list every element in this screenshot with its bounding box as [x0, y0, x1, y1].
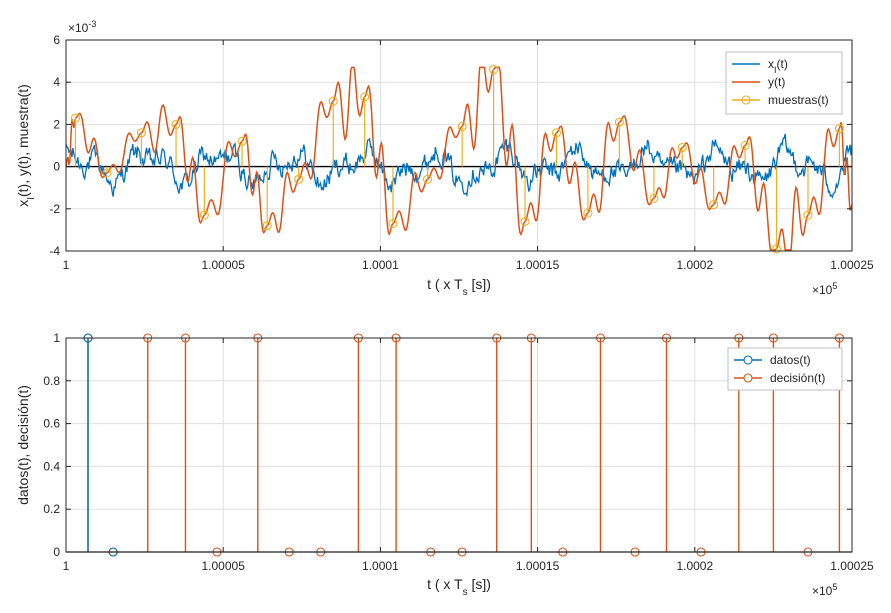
series-xI-line: [65, 133, 853, 199]
y-tick-label: 0: [53, 160, 60, 174]
x-tick-label: 1.00005: [202, 258, 246, 272]
x-tick-label: 1.00025: [830, 258, 874, 272]
xlabel-main: t ( x T: [427, 276, 463, 292]
plot-bottom-xlabel: t ( x Ts [s]): [427, 576, 491, 598]
x-tick-label: 1.0001: [362, 559, 399, 573]
legend-marker: [743, 355, 753, 365]
xlabel-main: t ( x T: [427, 576, 463, 592]
y-tick-label: 6: [53, 33, 60, 47]
plot-top-frame: [65, 39, 853, 252]
legend-entry-main: muestras(t): [768, 93, 829, 107]
muestra-marker: [294, 174, 304, 184]
muestra-marker: [583, 208, 593, 218]
legend-entry-main: y(t): [768, 75, 785, 89]
plot-bottom: 1 1.00005 1.0001 1.00015 1.0002 1.00025 0 0.2 0.…: [15, 331, 874, 598]
y-tick-label: 0.2: [43, 502, 60, 516]
x-tick-label: 1.00005: [202, 559, 246, 573]
legend-entry: y(t): [768, 75, 785, 89]
muestra-marker: [614, 117, 624, 127]
plot-bottom-ylabel: datos(t), decisión(t): [15, 385, 31, 505]
muestra-marker: [262, 221, 272, 231]
y-tick-label: 0.4: [43, 459, 60, 473]
plot-top-ticks: 1 1.00005 1.0001 1.00015 1.0002 1.00025 -4 -2 0 2…: [49, 33, 874, 272]
x-tick-label: 1.00025: [830, 559, 874, 573]
plot-top-series: [65, 64, 853, 254]
legend-entry: datos(t): [770, 353, 811, 367]
y-tick-label: 4: [53, 75, 60, 89]
muestra-marker: [388, 219, 398, 229]
x-tick-label: 1.00015: [516, 559, 560, 573]
x-tick-label: 1.0002: [676, 559, 713, 573]
plot-top-xlabel: t ( x Ts [s]): [427, 276, 491, 298]
muestra-marker: [489, 64, 499, 75]
muestra-marker: [649, 193, 659, 203]
xlabel-sub: s: [463, 287, 468, 298]
legend-entry-sub: I: [774, 65, 777, 75]
legend-entry-rest: (t): [777, 57, 788, 71]
muestra-marker: [551, 128, 562, 138]
muestra-marker: [457, 121, 467, 132]
x-tick-label: 1: [63, 258, 70, 272]
legend-entry: xI(t): [768, 57, 788, 75]
muestra-marker: [360, 92, 370, 102]
plot-bottom-legend: datos(t) decisión(t): [727, 347, 843, 391]
plot-bottom-frame: [65, 337, 853, 553]
muestra-marker: [136, 128, 147, 138]
muestra-marker: [740, 140, 750, 151]
y-exponent-power: -3: [88, 19, 96, 29]
series-y-line: [65, 66, 853, 251]
plot-top-legend: xI(t)y(t)muestras(t): [725, 51, 843, 115]
x-exponent-base: ×10: [812, 584, 833, 598]
ylabel-rest: (t), y(t), muestra(t): [15, 84, 31, 197]
xlabel-sub: s: [463, 587, 468, 598]
muestra-marker: [328, 96, 338, 106]
y-tick-label: 0.6: [43, 417, 60, 431]
y-tick-label: 0.8: [43, 374, 60, 388]
plot-bottom-ticks: 1 1.00005 1.0001 1.00015 1.0002 1.00025 0 0.2 0.…: [43, 331, 874, 573]
muestra-marker: [199, 210, 209, 220]
muestra-marker: [771, 244, 782, 254]
legend-entry: decisión(t): [770, 371, 825, 385]
y-tick-label: -2: [49, 202, 60, 216]
plot-top-ylabel: xI(t), y(t), muestra(t): [15, 84, 37, 207]
y-exponent-base: ×10: [68, 21, 89, 35]
y-tick-label: -4: [49, 244, 60, 258]
y-tick-label: 1: [53, 331, 60, 345]
muestra-marker: [102, 168, 112, 178]
muestra-marker: [237, 136, 247, 146]
muestra-marker: [423, 174, 433, 184]
legend-entry-main: x: [768, 57, 774, 71]
x-tick-label: 1.0001: [362, 258, 399, 272]
legend-marker: [743, 373, 753, 383]
x-tick-label: 1.00015: [516, 258, 560, 272]
muestra-marker: [677, 143, 687, 153]
plot-top-y-exponent: ×10-3: [68, 19, 96, 35]
x-exponent-base: ×10: [812, 283, 833, 297]
y-tick-label: 0: [53, 545, 60, 559]
x-exponent-power: 5: [832, 582, 837, 592]
muestra-marker: [171, 119, 181, 129]
plot-top-x-exponent: ×105: [812, 281, 837, 297]
muestra-marker: [803, 210, 813, 220]
muestra-marker: [70, 113, 80, 123]
x-tick-label: 1.0002: [676, 258, 713, 272]
legend-box: [727, 347, 843, 391]
x-tick-label: 1: [63, 559, 70, 573]
legend-marker: [741, 95, 751, 105]
ylabel-x-sub: I: [26, 197, 37, 200]
xlabel-rest: [s]): [468, 276, 491, 292]
plot-bottom-background: [66, 338, 852, 552]
ylabel-x: x: [15, 200, 31, 207]
muestra-marker: [834, 124, 844, 134]
plot-bottom-x-exponent: ×105: [812, 582, 837, 598]
xlabel-rest: [s]): [468, 576, 491, 592]
legend-entry: muestras(t): [768, 93, 829, 107]
plot-top: 1 1.00005 1.0001 1.00015 1.0002 1.00025 -4 -2 0 2…: [15, 19, 874, 298]
x-exponent-power: 5: [832, 281, 837, 291]
plot-top-background: [66, 40, 852, 251]
muestra-marker: [520, 216, 530, 227]
muestra-marker: [709, 200, 719, 210]
y-tick-label: 2: [53, 117, 60, 131]
